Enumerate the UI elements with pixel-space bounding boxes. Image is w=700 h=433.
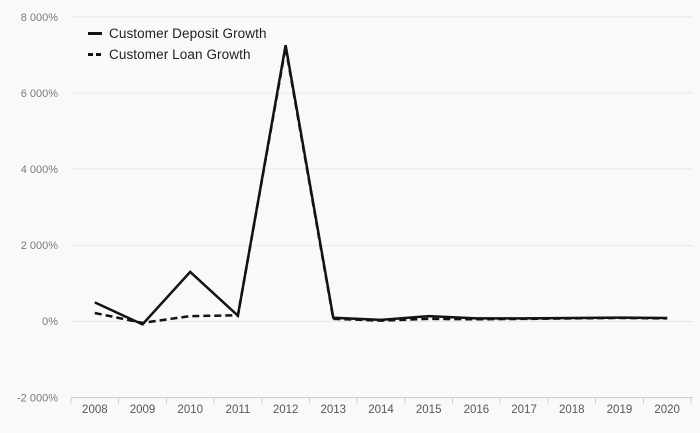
x-axis-tick-label: 2010 bbox=[177, 404, 203, 416]
x-axis-tick-label: 2013 bbox=[321, 404, 347, 416]
x-axis-tick-label: 2019 bbox=[607, 404, 633, 416]
x-axis-tick-label: 2018 bbox=[559, 404, 585, 416]
dashed-line-icon bbox=[88, 53, 102, 56]
y-axis-tick-label: 2 000% bbox=[21, 240, 59, 252]
x-axis-tick-label: 2009 bbox=[130, 404, 156, 416]
solid-line-icon bbox=[88, 32, 102, 35]
x-axis-tick-label: 2017 bbox=[511, 404, 537, 416]
series-line-dashed bbox=[94, 46, 668, 325]
y-axis-tick-label: 4 000% bbox=[21, 164, 59, 176]
x-axis-tick-label: 2011 bbox=[226, 404, 251, 416]
y-axis-tick-label: 8 000% bbox=[21, 12, 59, 24]
y-axis-tick-label: -2 000% bbox=[17, 392, 58, 404]
series-line-solid bbox=[94, 44, 668, 326]
x-axis-tick-label: 2008 bbox=[82, 404, 108, 416]
x-axis-tick-label: 2020 bbox=[654, 404, 680, 416]
legend-item-customer-deposit-growth[interactable]: Customer Deposit Growth bbox=[88, 26, 267, 41]
legend-label-deposit: Customer Deposit Growth bbox=[109, 26, 267, 41]
legend-label-loan: Customer Loan Growth bbox=[109, 47, 251, 62]
x-axis-tick-label: 2012 bbox=[273, 404, 299, 416]
x-axis-tick-label: 2016 bbox=[464, 404, 490, 416]
x-axis-tick-label: 2014 bbox=[368, 404, 394, 416]
y-axis-tick-label: 0% bbox=[42, 316, 58, 328]
y-axis-tick-label: 6 000% bbox=[21, 88, 59, 100]
chart-legend: Customer Deposit Growth Customer Loan Gr… bbox=[88, 26, 267, 62]
x-axis-tick-label: 2015 bbox=[416, 404, 442, 416]
legend-item-customer-loan-growth[interactable]: Customer Loan Growth bbox=[88, 47, 267, 62]
